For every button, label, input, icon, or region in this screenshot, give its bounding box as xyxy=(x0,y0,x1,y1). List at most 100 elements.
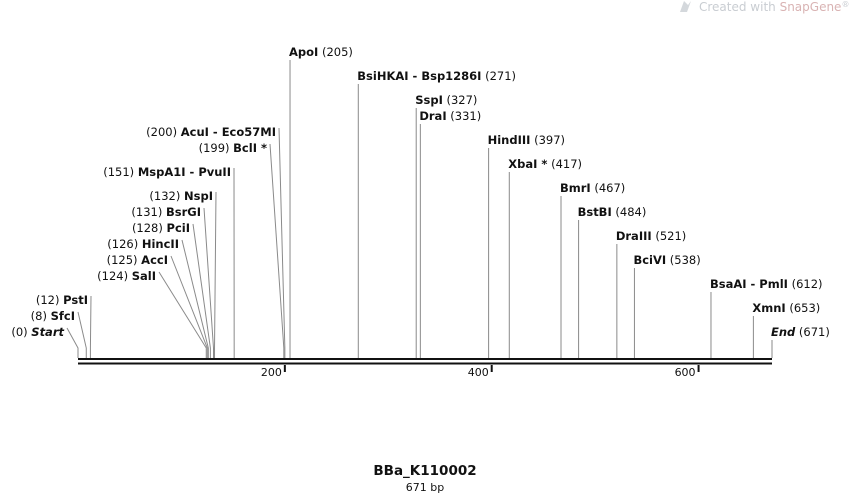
sequence-backbone xyxy=(78,358,772,365)
leader-line-acui xyxy=(278,127,286,358)
feature-name: AccI xyxy=(141,253,168,267)
feature-name: SfcI xyxy=(51,309,75,323)
feature-name: BsrGI xyxy=(166,205,201,219)
feature-name: XbaI * xyxy=(508,157,547,171)
feature-leader-lines xyxy=(66,60,773,358)
watermark: Created with SnapGene® xyxy=(680,0,849,14)
feature-position: (151) xyxy=(103,165,138,179)
feature-position: (671) xyxy=(795,325,830,339)
feature-labels: (0) Start (8) SfcI (12) PstI (124) SalI (125… xyxy=(11,45,830,339)
feature-label-draiii[interactable]: DraIII (521) xyxy=(616,229,686,243)
feature-position: (131) xyxy=(131,205,166,219)
leader-line-psti xyxy=(89,295,92,358)
feature-position: (205) xyxy=(318,45,353,59)
feature-label-start[interactable]: (0) Start xyxy=(11,325,64,339)
feature-position: (126) xyxy=(107,237,142,251)
leader-line-acci xyxy=(170,255,208,358)
feature-name: ApoI xyxy=(289,45,318,59)
feature-label-bcivi[interactable]: BciVI (538) xyxy=(633,253,700,267)
feature-label-end[interactable]: End (671) xyxy=(771,325,830,339)
feature-position: (199) xyxy=(199,141,234,155)
feature-name: DraIII xyxy=(616,229,652,243)
feature-label-mspa1i[interactable]: (151) MspA1I - PvuII xyxy=(103,165,231,179)
feature-position: (132) xyxy=(149,189,184,203)
feature-position: (8) xyxy=(31,309,51,323)
feature-position: (417) xyxy=(547,157,582,171)
feature-label-bcli[interactable]: (199) BclI * xyxy=(199,141,267,155)
feature-position: (0) xyxy=(11,325,31,339)
watermark-registered-mark: ® xyxy=(841,0,849,9)
feature-name: Start xyxy=(31,325,64,339)
feature-name: SspI xyxy=(415,93,443,107)
axis-tick-label: 600 xyxy=(675,366,696,379)
leader-line-bsrgi xyxy=(203,207,214,358)
snapgene-logo-icon xyxy=(680,1,691,12)
leader-line-bcli xyxy=(269,143,285,358)
feature-label-bmri[interactable]: BmrI (467) xyxy=(560,181,625,195)
sequence-title: BBa_K110002 xyxy=(373,463,476,479)
feature-label-hindiii[interactable]: HindIII (397) xyxy=(488,133,565,147)
feature-name: AcuI - Eco57MI xyxy=(181,125,276,139)
feature-name: HincII xyxy=(142,237,179,251)
feature-name: XmnI xyxy=(752,301,785,315)
feature-position: (521) xyxy=(652,229,687,243)
feature-position: (653) xyxy=(786,301,821,315)
feature-name: BsiHKAI - Bsp1286I xyxy=(357,69,481,83)
feature-label-bsihkai[interactable]: BsiHKAI - Bsp1286I (271) xyxy=(357,69,516,83)
feature-position: (128) xyxy=(132,221,167,235)
leader-line-start xyxy=(66,327,79,358)
feature-position: (124) xyxy=(97,269,132,283)
feature-label-bstbi[interactable]: BstBI (484) xyxy=(578,205,647,219)
leader-line-nspi xyxy=(214,191,217,358)
watermark-text: Created with SnapGene® xyxy=(699,0,849,14)
feature-label-pcii[interactable]: (128) PciI xyxy=(132,221,190,235)
feature-position: (12) xyxy=(36,293,63,307)
feature-name: BstBI xyxy=(578,205,612,219)
feature-label-xbai[interactable]: XbaI * (417) xyxy=(508,157,582,171)
feature-label-sspi[interactable]: SspI (327) xyxy=(415,93,477,107)
feature-position: (327) xyxy=(443,93,478,107)
feature-position: (467) xyxy=(591,181,626,195)
feature-label-hincii[interactable]: (126) HincII xyxy=(107,237,179,251)
axis-tick-label: 200 xyxy=(261,366,282,379)
axis-ticks: 200 400 600 xyxy=(261,365,700,379)
feature-label-apoi[interactable]: ApoI (205) xyxy=(289,45,353,59)
feature-label-bsrgi[interactable]: (131) BsrGI xyxy=(131,205,201,219)
feature-name: BciVI xyxy=(633,253,666,267)
feature-name: HindIII xyxy=(488,133,531,147)
sequence-length: 671 bp xyxy=(406,481,444,493)
leader-line-hincii xyxy=(181,239,209,358)
feature-position: (200) xyxy=(146,125,181,139)
feature-label-sfci[interactable]: (8) SfcI xyxy=(31,309,75,323)
feature-name: BclI * xyxy=(233,141,267,155)
feature-label-acui[interactable]: (200) AcuI - Eco57MI xyxy=(146,125,276,139)
feature-label-sali[interactable]: (124) SalI xyxy=(97,269,156,283)
watermark-brand: SnapGene xyxy=(780,0,842,14)
leader-line-pcii xyxy=(192,223,211,358)
feature-name: PstI xyxy=(63,293,88,307)
feature-name: PciI xyxy=(167,221,190,235)
axis-tick-label: 400 xyxy=(468,366,489,379)
feature-position: (331) xyxy=(447,109,482,123)
feature-position: (125) xyxy=(107,253,142,267)
feature-name: DraI xyxy=(419,109,446,123)
feature-name: BsaAI - PmlI xyxy=(710,277,788,291)
feature-label-psti[interactable]: (12) PstI xyxy=(36,293,88,307)
feature-label-drai[interactable]: DraI (331) xyxy=(419,109,481,123)
feature-name: SalI xyxy=(132,269,156,283)
feature-position: (271) xyxy=(481,69,516,83)
leader-line-sali xyxy=(158,271,207,358)
feature-position: (612) xyxy=(788,277,823,291)
feature-label-bsaai[interactable]: BsaAI - PmlI (612) xyxy=(710,277,823,291)
feature-position: (484) xyxy=(612,205,647,219)
feature-position: (397) xyxy=(530,133,565,147)
feature-name: End xyxy=(771,325,796,339)
watermark-prefix: Created with xyxy=(699,0,780,14)
feature-label-nspi[interactable]: (132) NspI xyxy=(149,189,213,203)
feature-name: BmrI xyxy=(560,181,591,195)
feature-name: MspA1I - PvuII xyxy=(138,165,231,179)
feature-label-xmni[interactable]: XmnI (653) xyxy=(752,301,820,315)
feature-name: NspI xyxy=(184,189,213,203)
feature-label-acci[interactable]: (125) AccI xyxy=(107,253,168,267)
